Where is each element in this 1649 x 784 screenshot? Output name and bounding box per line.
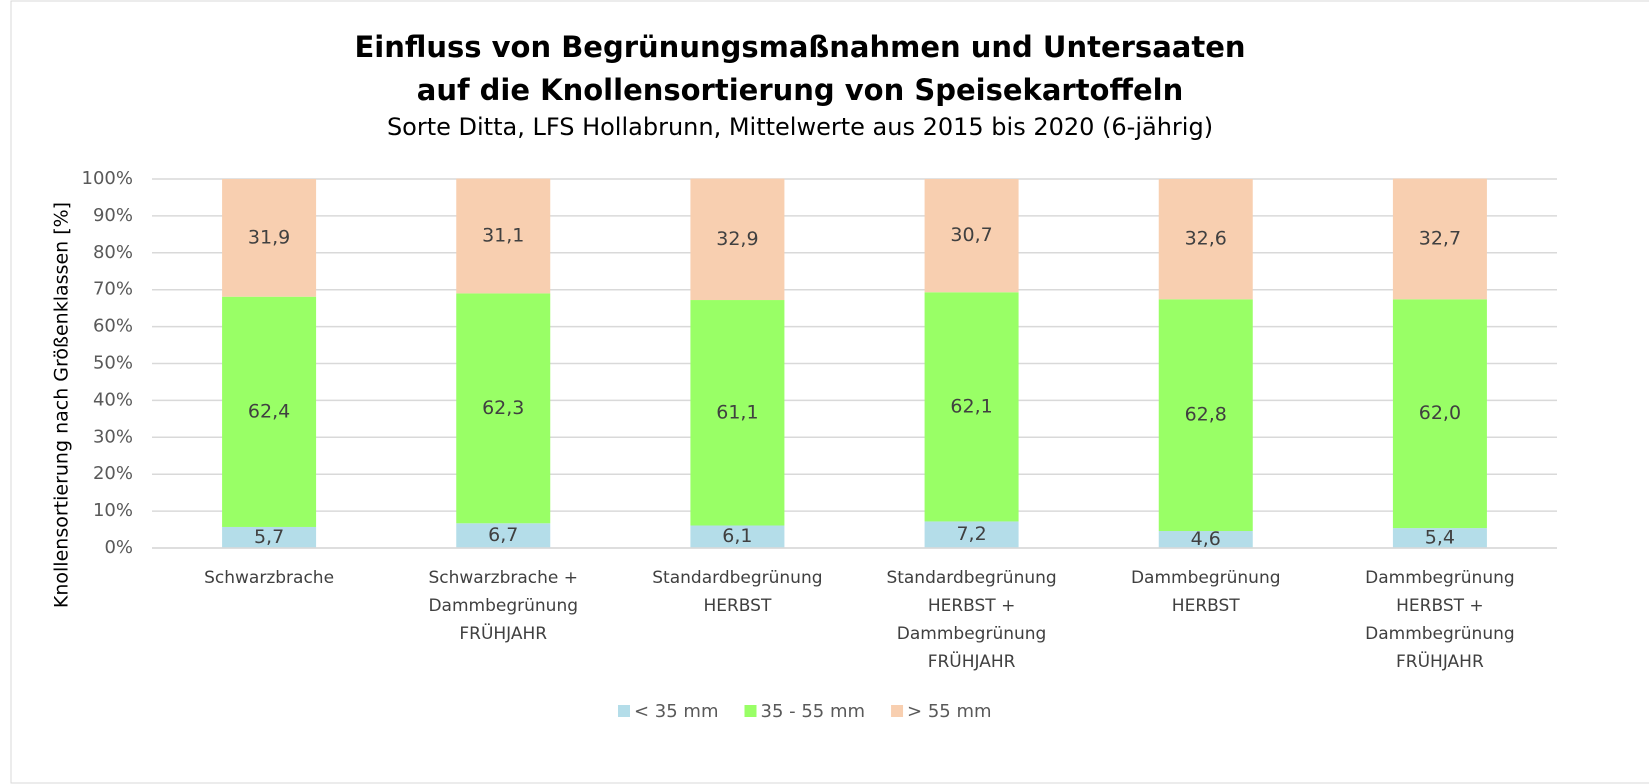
x-tick-label: Dammbegrünung HERBST (1130, 568, 1281, 616)
x-tick-label: Standardbegrünung HERBST + Dammbegrünung… (886, 568, 1057, 672)
bar-segment (1392, 299, 1487, 529)
data-label: 31,1 (482, 225, 524, 247)
data-label: 32,7 (1419, 227, 1461, 249)
x-tick-label: Standardbegrünung HERBST (652, 568, 823, 616)
y-tick-label: 0% (104, 537, 133, 558)
data-label: 61,1 (716, 401, 758, 423)
y-tick-label: 40% (93, 389, 133, 410)
x-tick-label: Dammbegrünung HERBST + Dammbegrünung FRÜ… (1365, 568, 1515, 672)
legend-label: < 35 mm (634, 701, 719, 722)
data-label: 7,2 (956, 523, 986, 545)
bar-segment (690, 525, 785, 548)
chart-subtitle: Sorte Ditta, LFS Hollabrunn, Mittelwerte… (386, 113, 1214, 141)
bar-segment (690, 178, 785, 301)
data-label: 62,3 (482, 397, 524, 419)
legend-swatch (744, 705, 757, 717)
data-label: 62,8 (1185, 404, 1227, 426)
data-label: 31,9 (248, 226, 290, 248)
y-tick-label: 30% (93, 426, 133, 447)
bar-segment (924, 292, 1019, 522)
bar-segment (1392, 528, 1487, 548)
data-label: 6,7 (488, 524, 518, 546)
data-label: 5,7 (254, 526, 284, 548)
legend-swatch (618, 705, 630, 717)
data-label: 6,1 (722, 525, 752, 547)
y-tick-label: 10% (93, 500, 133, 521)
data-label: 30,7 (950, 224, 992, 246)
bar-segment (924, 179, 1019, 293)
bar-segment (1158, 531, 1253, 548)
bar-segment (222, 179, 317, 297)
y-tick-label: 50% (93, 353, 133, 374)
bar-segment (456, 293, 551, 524)
data-label: 62,1 (950, 395, 992, 417)
legend-label: > 55 mm (907, 701, 992, 722)
bar-segment (1158, 179, 1253, 300)
chart-title: Einfluss von Begrünungsmaßnahmen und Unt… (354, 30, 1246, 107)
bar-segment (690, 300, 785, 526)
data-label: 32,9 (716, 228, 758, 250)
y-tick-label: 90% (93, 205, 133, 226)
bar-segment (1392, 178, 1487, 300)
y-tick-label: 20% (93, 463, 133, 484)
data-label: 62,4 (248, 400, 290, 422)
data-label: 62,0 (1419, 402, 1461, 424)
chart-frame (10, 0, 1649, 784)
y-tick-label: 80% (93, 242, 133, 263)
y-tick-label: 70% (93, 279, 133, 300)
data-label: 4,6 (1191, 528, 1221, 550)
y-tick-label: 100% (82, 168, 133, 189)
x-tick-label: Schwarzbrache (204, 568, 335, 588)
bar-segment (456, 178, 551, 294)
bar-segment (924, 521, 1019, 548)
bar-segment (456, 523, 551, 548)
legend-swatch (891, 705, 904, 717)
legend-label: 35 - 55 mm (761, 701, 866, 722)
y-tick-label: 60% (93, 316, 133, 337)
y-axis-title: Knollensortierung nach Größenklassen [%] (51, 202, 73, 608)
bar-segment (1158, 299, 1253, 532)
bar-segment (222, 526, 317, 548)
bar-segment (222, 296, 317, 527)
data-label: 32,6 (1185, 228, 1227, 250)
x-tick-label: Schwarzbrache + Dammbegrünung FRÜHJAHR (428, 568, 579, 644)
data-label: 5,4 (1425, 527, 1455, 549)
